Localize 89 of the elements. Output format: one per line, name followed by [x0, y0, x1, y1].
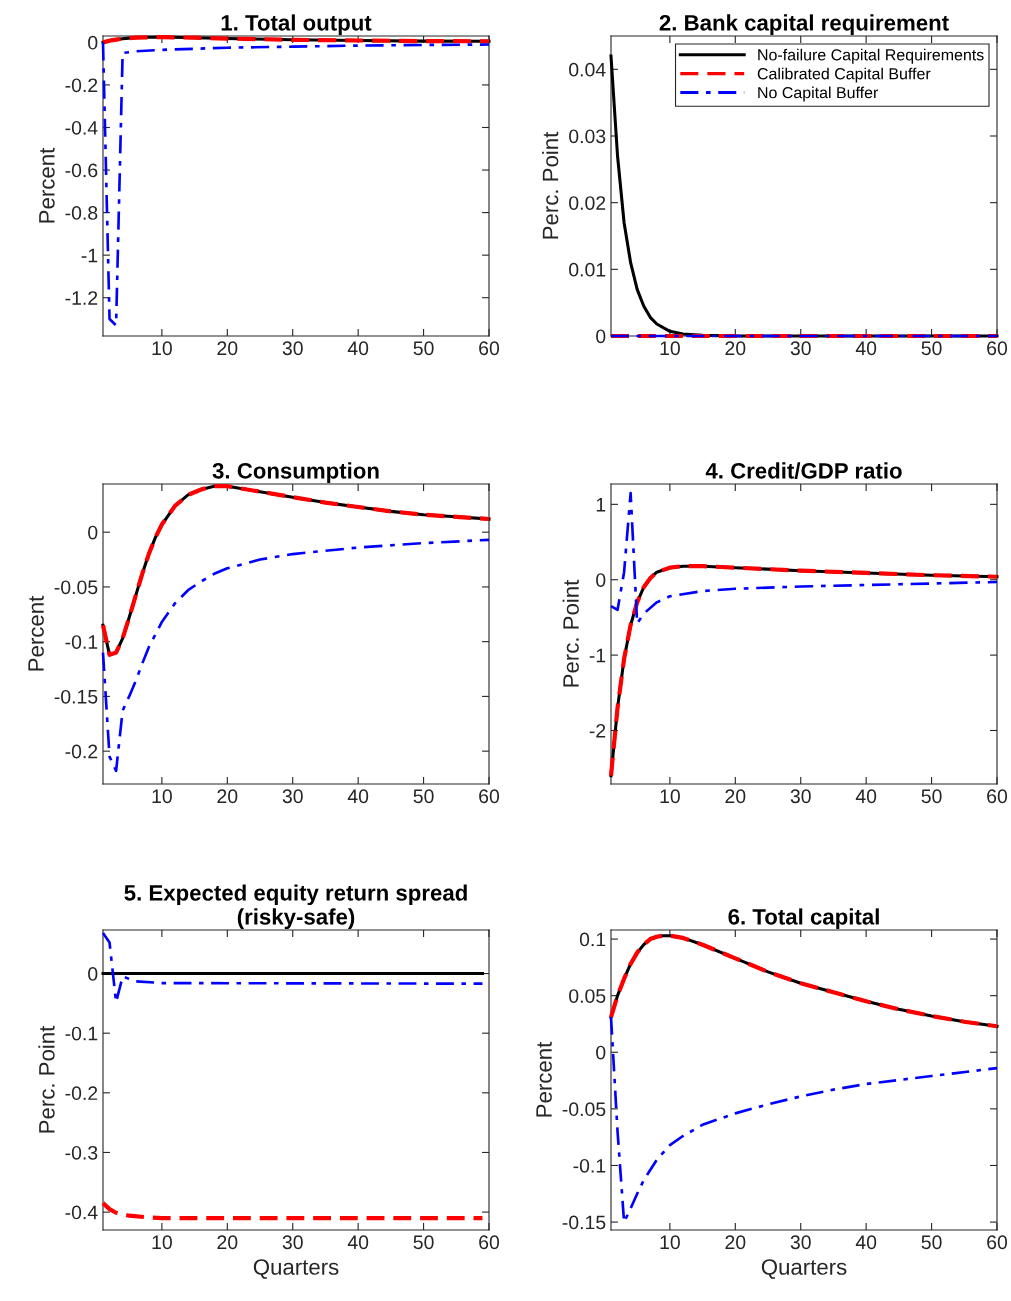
chart-title: 2. Bank capital requirement: [659, 14, 949, 36]
x-axis-title: Quarters: [253, 1259, 339, 1279]
y-tick-label: 0: [596, 329, 606, 344]
y-tick-label: 0: [88, 35, 98, 50]
y-tick-label: -0.2: [65, 744, 98, 759]
x-tick-label: 10: [660, 1235, 680, 1250]
x-tick-label: 50: [413, 1235, 434, 1250]
y-tick-label: 0: [596, 573, 606, 587]
y-tick-label: 0.03: [569, 129, 606, 144]
y-tick-label: -0.6: [65, 163, 98, 178]
x-tick-label: 40: [855, 789, 877, 804]
x-tick-label: 20: [725, 341, 746, 356]
y-axis-title: Perc. Point: [38, 1025, 55, 1133]
x-tick-label: 30: [282, 341, 303, 356]
x-tick-label: 20: [217, 341, 238, 356]
y-axis-title: Perc. Point: [562, 579, 579, 687]
y-tick-label: -0.1: [65, 1026, 98, 1041]
chart-title: 3. Consumption: [212, 462, 379, 484]
x-tick-label: 40: [347, 1235, 369, 1250]
x-tick-label: 40: [855, 341, 877, 356]
x-tick-label: 10: [152, 341, 172, 356]
y-tick-label: 0: [88, 967, 98, 981]
x-tick-label: 10: [660, 341, 680, 356]
y-tick-label: 0.05: [569, 989, 606, 1003]
y-axis-title: Percent: [39, 147, 55, 223]
y-axis-title: Perc. Point: [542, 131, 559, 239]
x-tick-label: 20: [725, 789, 746, 804]
x-tick-label: 50: [413, 789, 434, 804]
x-tick-label: 60: [987, 1235, 1008, 1250]
chart-title: 5. Expected equity return spread (risky-safe): [124, 884, 467, 930]
x-tick-label: 20: [217, 1235, 238, 1250]
y-tick-label: -1: [81, 248, 98, 263]
x-tick-label: 30: [790, 789, 811, 804]
y-tick-label: 0: [596, 1045, 606, 1060]
y-tick-label: -0.2: [65, 1086, 98, 1101]
x-tick-label: 20: [725, 1235, 746, 1250]
chart-title: 4. Credit/GDP ratio: [705, 462, 902, 479]
line-series: [101, 538, 491, 773]
y-tick-label: -0.15: [54, 689, 98, 704]
x-tick-label: 20: [217, 789, 238, 804]
x-tick-label: 50: [921, 1235, 942, 1250]
y-tick-label: -1.2: [65, 291, 98, 305]
y-tick-label: -2: [589, 723, 606, 738]
x-tick-label: 60: [987, 789, 1008, 804]
x-tick-label: 40: [347, 341, 369, 356]
chart-title: 1. Total output: [221, 14, 372, 36]
y-tick-label: 0: [88, 525, 98, 540]
y-tick-label: -0.4: [65, 120, 98, 135]
x-tick-label: 10: [152, 1235, 172, 1250]
line-series: [609, 491, 999, 625]
x-tick-label: 60: [987, 341, 1008, 356]
y-tick-label: -0.2: [65, 78, 98, 93]
x-tick-label: 30: [282, 789, 303, 804]
x-tick-label: 40: [347, 789, 369, 804]
y-tick-label: -0.1: [573, 1158, 606, 1173]
x-axis-title: Quarters: [761, 1259, 847, 1279]
x-tick-label: 60: [479, 341, 500, 356]
x-tick-label: 50: [413, 341, 434, 356]
y-tick-label: -0.8: [65, 206, 98, 220]
x-tick-label: 60: [479, 789, 500, 804]
line-series: [101, 41, 491, 327]
y-tick-label: -0.15: [562, 1215, 606, 1230]
y-tick-label: -0.05: [562, 1102, 606, 1117]
legend-label: No-failure Capital Requirements: [758, 48, 984, 64]
y-tick-label: -0.3: [65, 1145, 98, 1160]
x-tick-label: 10: [152, 789, 172, 804]
x-tick-label: 50: [921, 341, 942, 356]
x-tick-label: 30: [282, 1235, 303, 1250]
y-tick-label: 0.02: [569, 196, 606, 210]
x-tick-label: 60: [479, 1235, 500, 1250]
x-tick-label: 40: [855, 1235, 877, 1250]
y-axis-title: Percent: [28, 595, 44, 671]
chart-title: 6. Total capital: [728, 908, 879, 930]
y-tick-label: -0.05: [54, 580, 98, 595]
x-tick-label: 30: [790, 341, 811, 356]
y-tick-label: 1: [596, 498, 606, 512]
x-tick-label: 30: [790, 1235, 811, 1250]
y-tick-label: 0.1: [579, 932, 606, 947]
y-tick-label: -1: [589, 648, 606, 663]
legend-label: Calibrated Capital Buffer: [757, 67, 931, 83]
y-tick-label: 0.01: [569, 262, 606, 277]
x-tick-label: 50: [921, 789, 942, 804]
y-axis-title: Percent: [536, 1041, 552, 1117]
y-tick-label: -0.1: [65, 635, 98, 649]
x-tick-label: 10: [660, 789, 680, 804]
legend-label: No Capital Buffer: [758, 86, 879, 102]
y-tick-label: -0.4: [65, 1205, 98, 1220]
line-series: [100, 1201, 485, 1221]
y-tick-label: 0.04: [569, 62, 606, 77]
